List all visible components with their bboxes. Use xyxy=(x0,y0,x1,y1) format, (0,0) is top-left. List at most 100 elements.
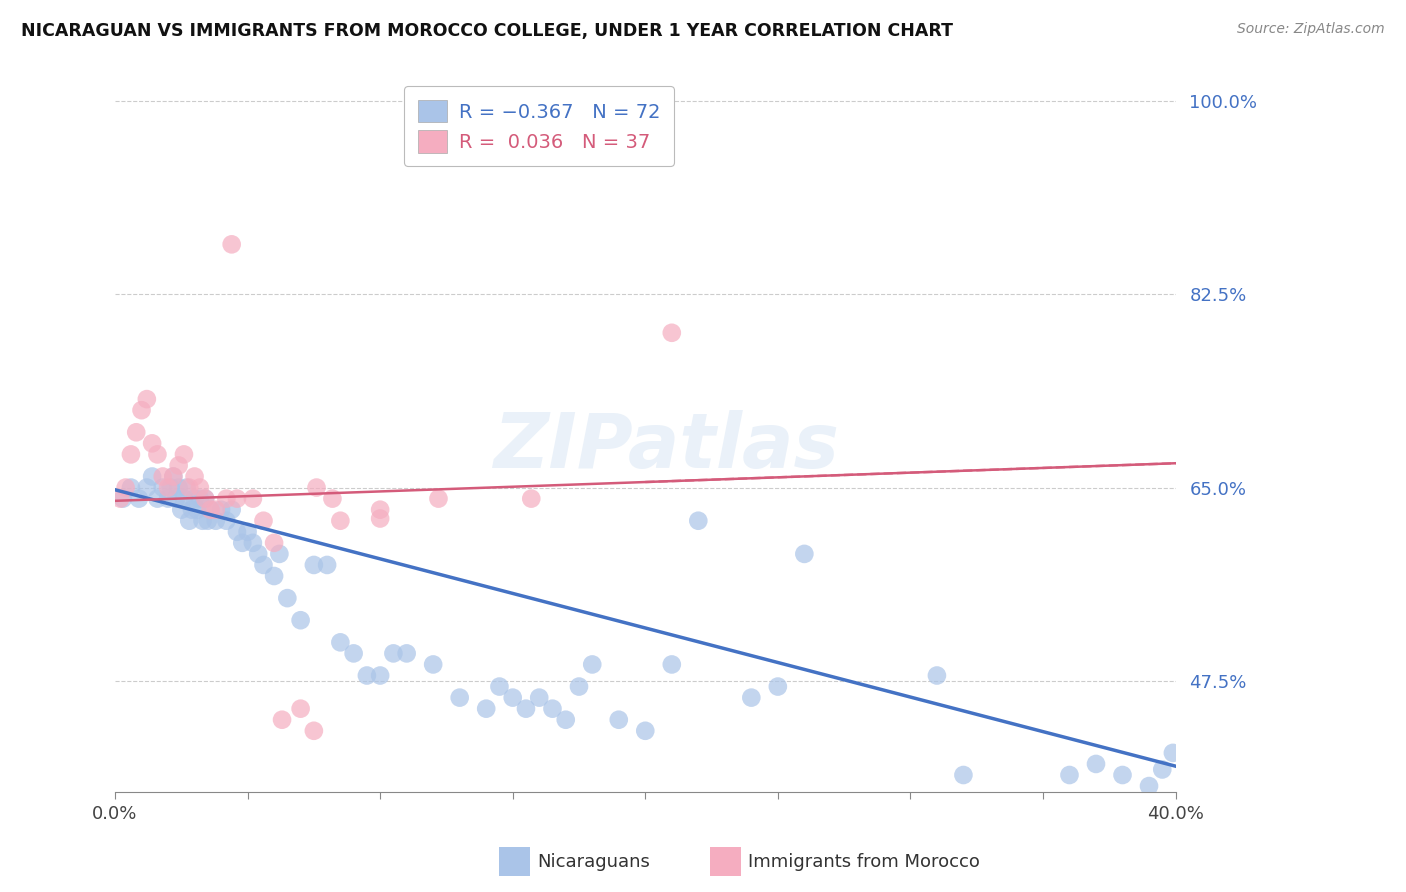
Point xyxy=(231,536,253,550)
Point xyxy=(157,481,180,495)
Point xyxy=(120,481,142,495)
Point xyxy=(131,403,153,417)
Point xyxy=(152,469,174,483)
Point xyxy=(226,524,249,539)
Point xyxy=(209,502,232,516)
Point xyxy=(188,481,211,495)
Point xyxy=(165,491,187,506)
Point xyxy=(329,514,352,528)
Point xyxy=(162,469,184,483)
Point xyxy=(200,502,222,516)
Point xyxy=(1059,768,1081,782)
Point xyxy=(141,436,163,450)
Point xyxy=(541,701,564,715)
Point xyxy=(302,558,325,572)
Point xyxy=(221,237,243,252)
Point xyxy=(554,713,576,727)
Text: Nicaraguans: Nicaraguans xyxy=(537,853,650,871)
Point xyxy=(221,502,243,516)
Point xyxy=(173,447,195,461)
Point xyxy=(252,514,274,528)
Point xyxy=(125,425,148,440)
Point xyxy=(226,491,249,506)
Point xyxy=(1111,768,1133,782)
Point xyxy=(1244,723,1267,738)
Point xyxy=(269,547,291,561)
Point xyxy=(276,591,298,606)
Point xyxy=(607,713,630,727)
Point xyxy=(263,569,285,583)
Point xyxy=(215,491,238,506)
Point xyxy=(170,502,193,516)
Point xyxy=(395,647,418,661)
Point xyxy=(197,514,219,528)
Point xyxy=(688,514,710,528)
Point xyxy=(329,635,352,649)
Point xyxy=(146,447,169,461)
Point xyxy=(302,723,325,738)
Point xyxy=(382,647,405,661)
Point xyxy=(120,447,142,461)
Point xyxy=(263,536,285,550)
Point xyxy=(661,657,683,672)
Point xyxy=(271,713,294,727)
Point xyxy=(529,690,551,705)
Point xyxy=(141,469,163,483)
Point xyxy=(1085,756,1108,771)
Point xyxy=(502,690,524,705)
Point xyxy=(111,491,134,506)
Point xyxy=(176,481,198,495)
Point xyxy=(634,723,657,738)
Point xyxy=(167,458,190,473)
Point xyxy=(146,491,169,506)
Text: Source: ZipAtlas.com: Source: ZipAtlas.com xyxy=(1237,22,1385,37)
Point xyxy=(368,511,391,525)
Point xyxy=(290,701,312,715)
Point xyxy=(188,491,211,506)
Text: NICARAGUAN VS IMMIGRANTS FROM MOROCCO COLLEGE, UNDER 1 YEAR CORRELATION CHART: NICARAGUAN VS IMMIGRANTS FROM MOROCCO CO… xyxy=(21,22,953,40)
Point xyxy=(186,502,208,516)
Point xyxy=(321,491,343,506)
Point xyxy=(180,502,202,516)
Point xyxy=(114,481,136,495)
Point xyxy=(740,690,762,705)
Point xyxy=(356,668,378,682)
Point xyxy=(128,491,150,506)
Point xyxy=(157,491,180,506)
Point xyxy=(159,481,181,495)
Point xyxy=(194,491,217,506)
Point xyxy=(449,690,471,705)
Point xyxy=(475,701,498,715)
Point xyxy=(427,491,450,506)
Point xyxy=(179,481,201,495)
Point xyxy=(793,547,815,561)
Point xyxy=(173,491,195,506)
Point xyxy=(183,491,205,506)
Point xyxy=(661,326,683,340)
Point xyxy=(515,701,537,715)
Point xyxy=(200,502,222,516)
Point xyxy=(204,514,226,528)
Point xyxy=(488,680,510,694)
Point xyxy=(581,657,603,672)
Point xyxy=(766,680,789,694)
Point xyxy=(343,647,366,661)
Point xyxy=(925,668,948,682)
Point xyxy=(110,491,132,506)
Point xyxy=(242,491,264,506)
Point xyxy=(568,680,591,694)
Point xyxy=(167,481,190,495)
Point xyxy=(1137,779,1160,793)
Point xyxy=(162,469,184,483)
Point xyxy=(215,514,238,528)
Point xyxy=(305,481,328,495)
Point xyxy=(242,536,264,550)
Point xyxy=(194,491,217,506)
Point xyxy=(179,514,201,528)
Point xyxy=(152,481,174,495)
Point xyxy=(1161,746,1184,760)
Point xyxy=(252,558,274,572)
Point xyxy=(247,547,270,561)
Point xyxy=(135,392,157,406)
Point xyxy=(952,768,974,782)
